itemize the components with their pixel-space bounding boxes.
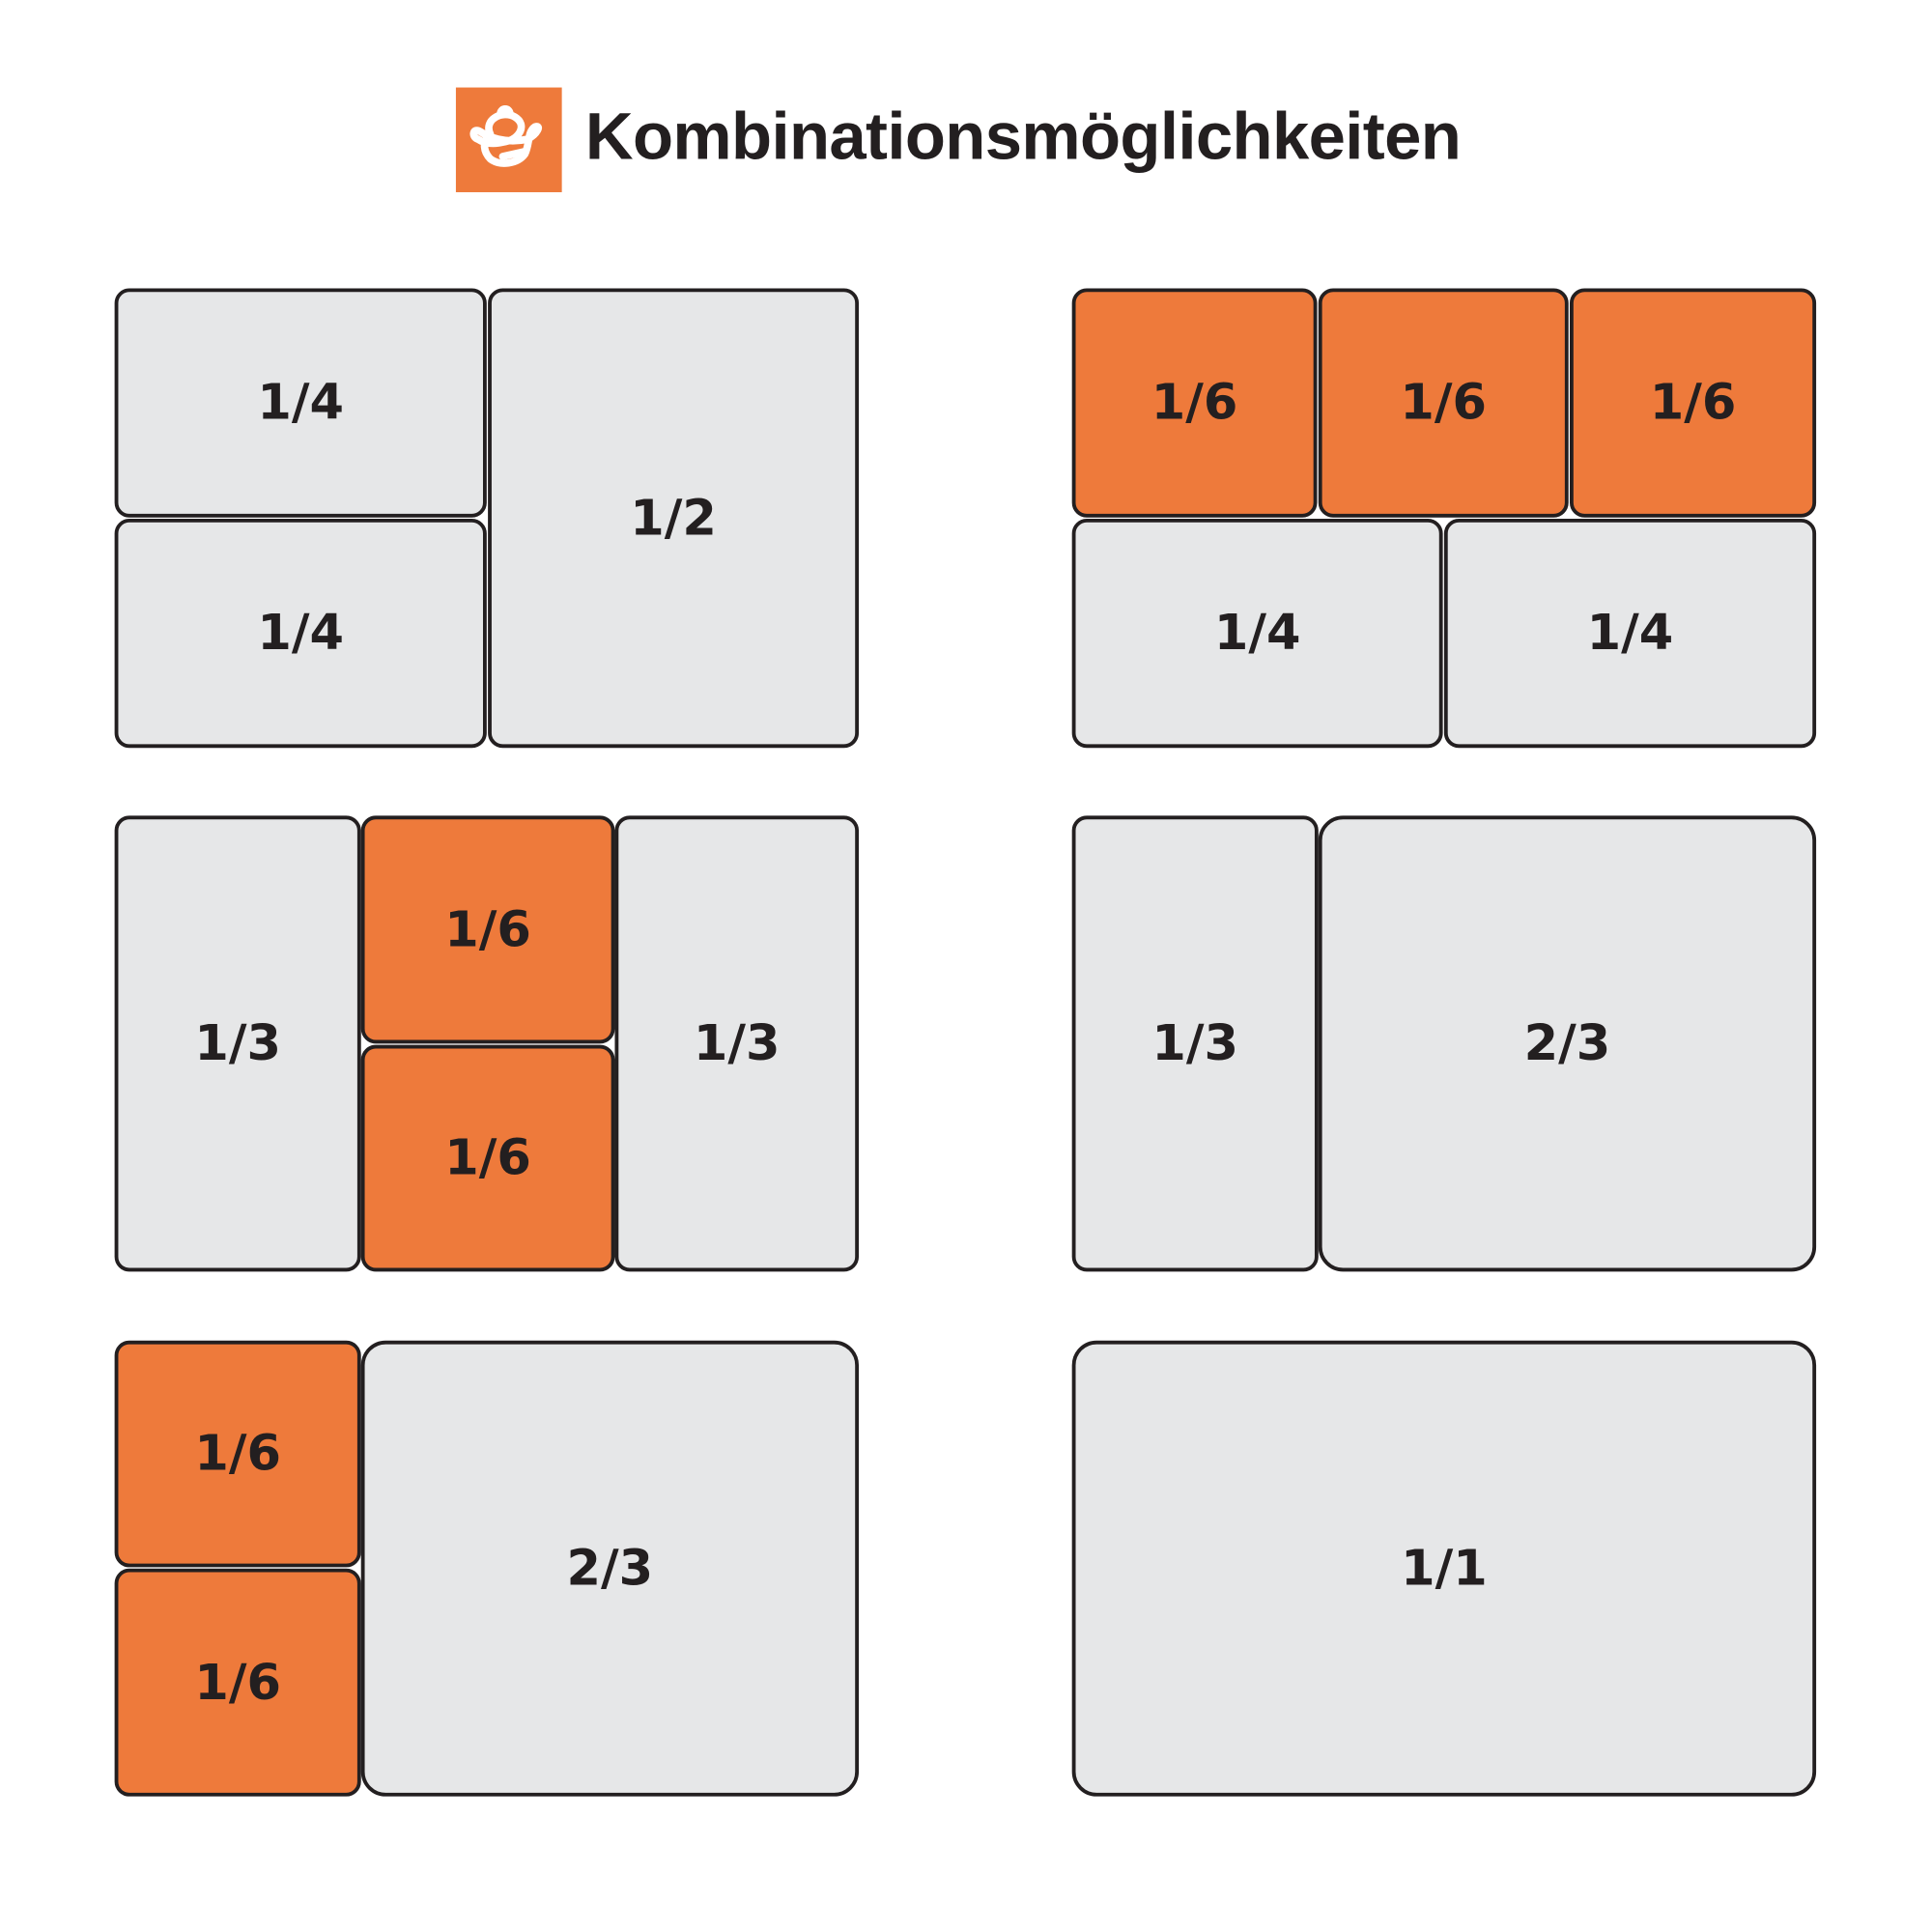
container-cell: 1/6 [360,815,615,1044]
container-cell: 1/6 [1569,288,1817,518]
container-cell: 2/3 [360,1340,860,1797]
logo [455,87,562,192]
container-cell: 1/3 [1071,815,1319,1272]
container-cell: 2/3 [1318,815,1817,1272]
container-cell: 1/4 [114,518,487,749]
container-cell: 1/6 [1318,288,1569,518]
container-cell: 1/4 [114,288,487,518]
cooking-pot-icon [469,105,542,167]
container-cell: 1/3 [114,815,361,1272]
container-cell: 1/6 [360,1044,615,1272]
container-cell: 1/3 [614,815,860,1272]
container-cell: 1/1 [1071,1340,1817,1797]
container-cell: 1/6 [1071,288,1318,518]
container-cell: 1/4 [1443,518,1817,749]
page-title: Kombinationsmöglichkeiten [584,99,1462,174]
container-cell: 1/6 [114,1340,361,1568]
container-cell: 1/6 [114,1568,361,1797]
container-cell: 1/4 [1071,518,1443,749]
container-cell: 1/2 [488,288,860,749]
